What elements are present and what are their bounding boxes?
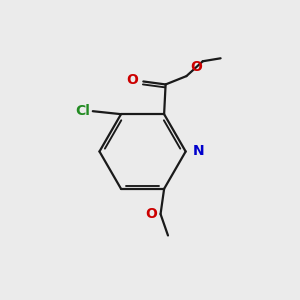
Text: N: N xyxy=(193,145,205,158)
Text: O: O xyxy=(190,60,202,74)
Text: O: O xyxy=(145,207,157,221)
Text: Cl: Cl xyxy=(75,104,90,118)
Text: O: O xyxy=(126,73,138,87)
